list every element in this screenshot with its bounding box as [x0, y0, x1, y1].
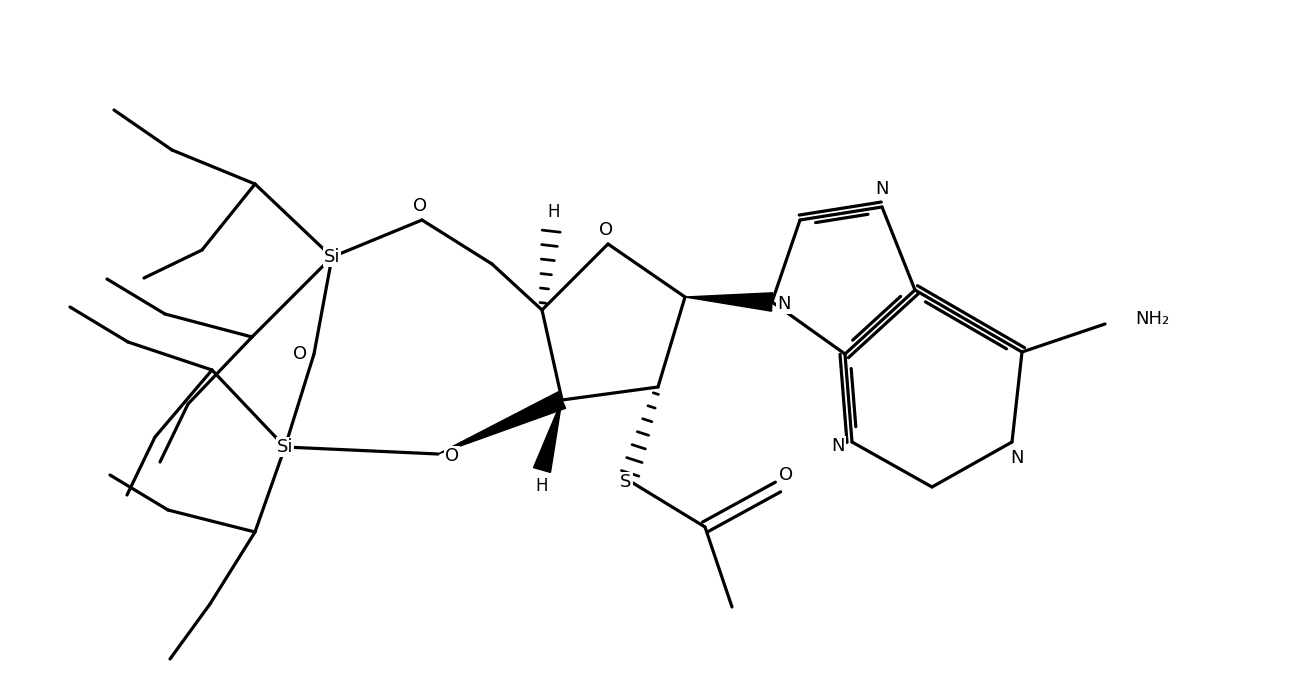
Text: O: O [779, 466, 793, 484]
Text: H: H [536, 477, 549, 495]
Text: O: O [412, 197, 427, 215]
Text: N: N [876, 180, 889, 198]
Text: N: N [1010, 449, 1024, 467]
Text: O: O [293, 345, 307, 363]
Text: O: O [599, 221, 613, 239]
Text: N: N [831, 437, 844, 455]
Text: Si: Si [324, 248, 340, 266]
Polygon shape [685, 293, 772, 311]
Text: S: S [620, 473, 632, 491]
Polygon shape [439, 392, 566, 454]
Text: NH₂: NH₂ [1134, 310, 1170, 328]
Text: Si: Si [277, 438, 293, 456]
Polygon shape [533, 400, 562, 473]
Text: N: N [777, 295, 790, 313]
Text: O: O [445, 447, 460, 465]
Text: H: H [548, 203, 561, 221]
